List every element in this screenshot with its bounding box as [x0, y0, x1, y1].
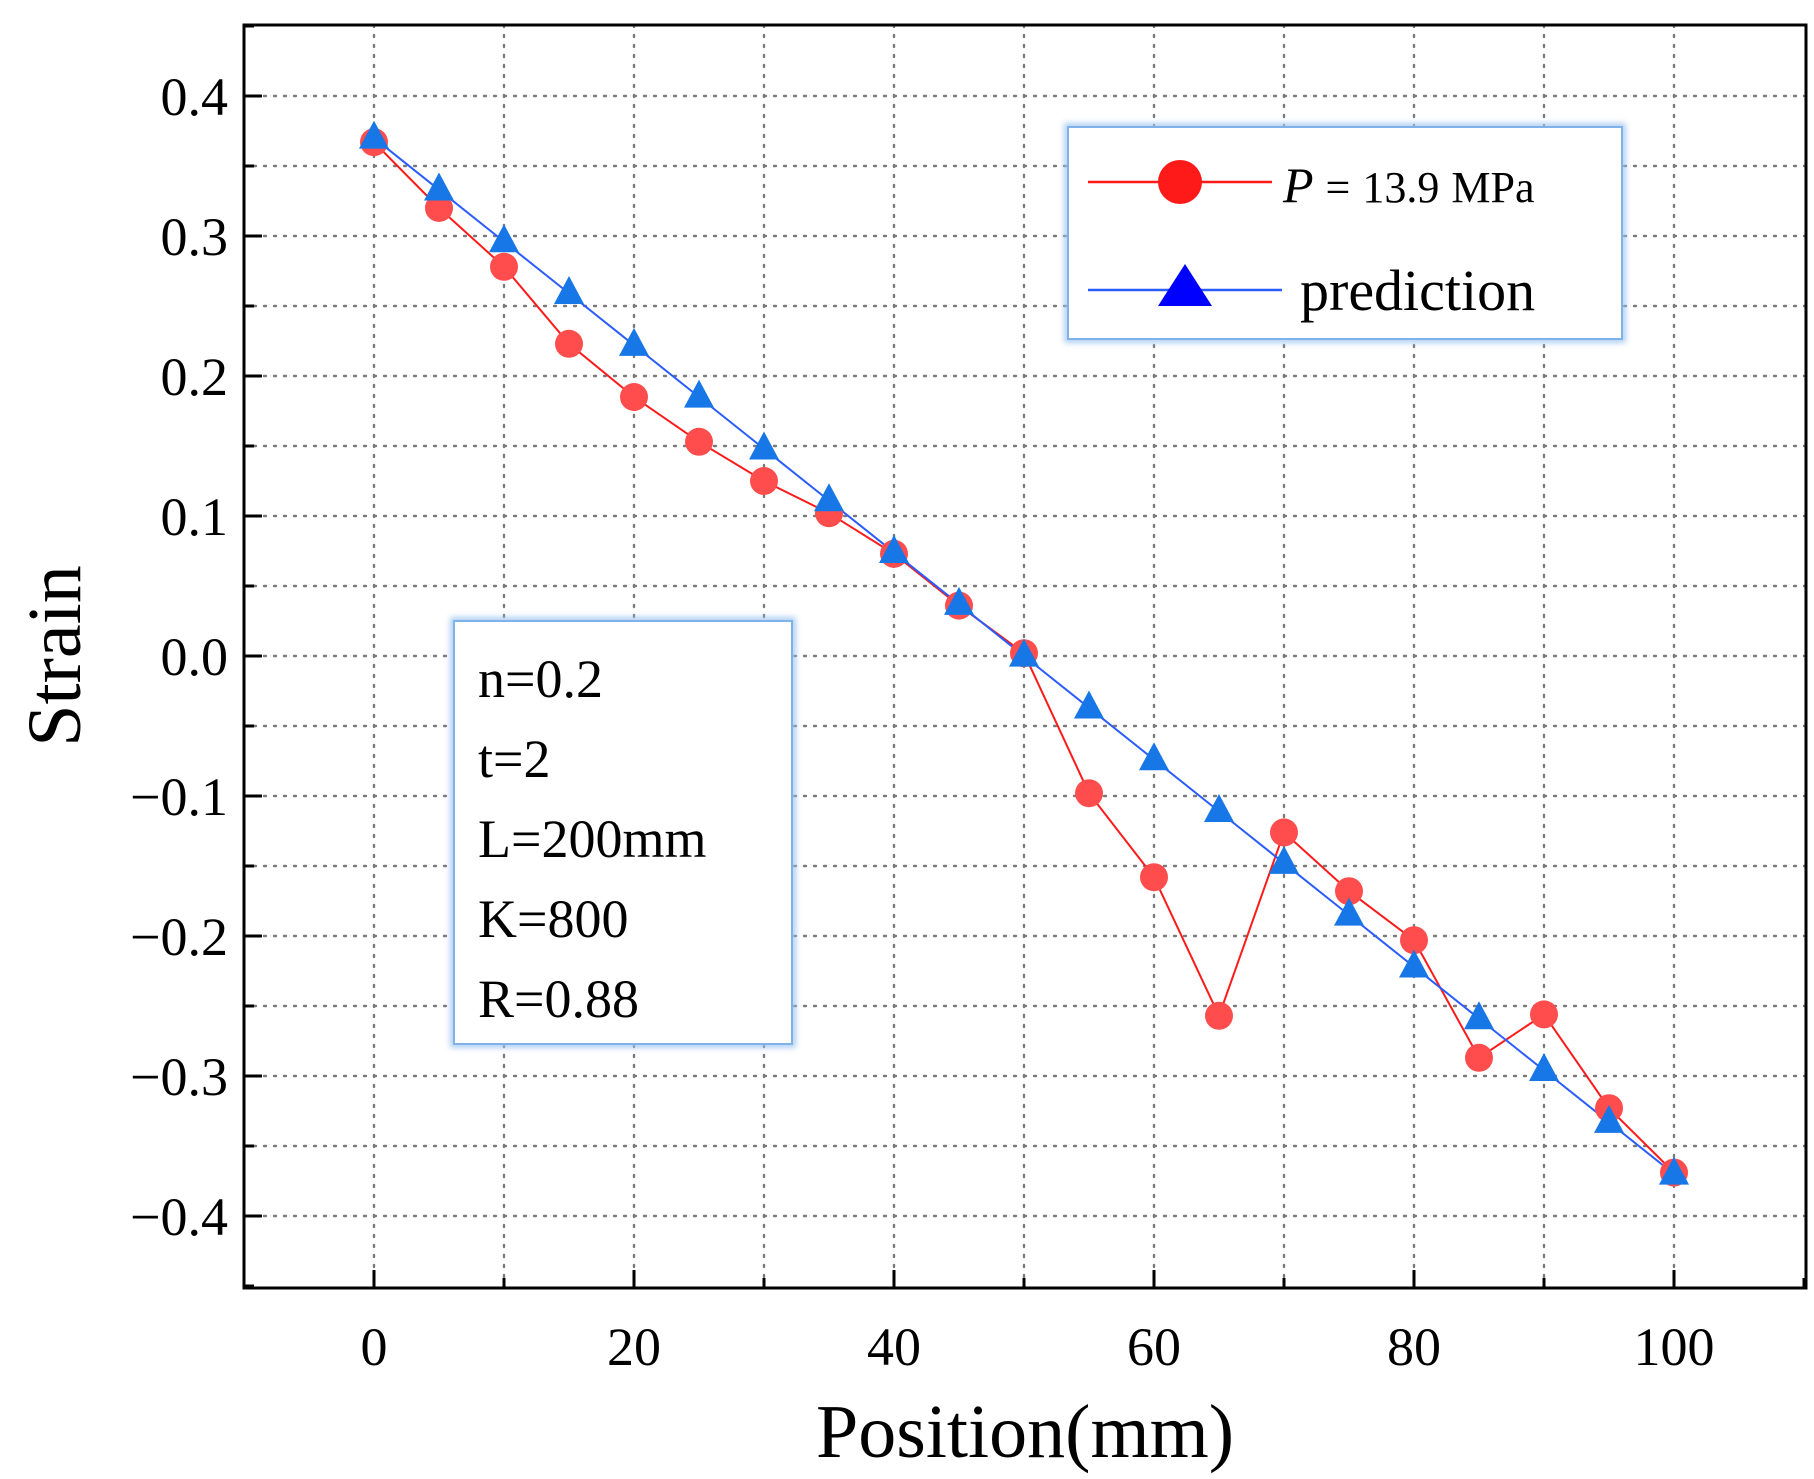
y-tick-label: 0.3	[161, 207, 229, 267]
prediction-point	[1399, 949, 1429, 978]
y-tick-label: −0.4	[130, 1187, 228, 1247]
param-k: K=800	[478, 889, 628, 949]
y-tick-label: −0.2	[130, 907, 228, 967]
prediction-point	[1594, 1104, 1624, 1133]
legend-label-measured: P = 13.9 MPa	[1282, 157, 1535, 213]
prediction-point	[619, 327, 649, 356]
prediction-point	[1529, 1053, 1559, 1082]
legend-marker-circle	[1158, 160, 1202, 204]
parameter-box: n=0.2 t=2 L=200mm K=800 R=0.88	[450, 617, 796, 1048]
prediction-point	[1464, 1001, 1494, 1030]
y-tick-label: −0.3	[130, 1047, 228, 1107]
measured-point	[1205, 1001, 1233, 1030]
measured-point	[555, 329, 583, 358]
y-tick-labels: 0.4 0.3 0.2 0.1 0.0 −0.1 −0.2 −0.3 −0.4	[130, 67, 228, 1247]
prediction-point	[1009, 638, 1039, 667]
prediction-point	[1074, 690, 1104, 719]
measured-point	[490, 252, 518, 281]
prediction-point	[1334, 897, 1364, 926]
measured-point	[1465, 1043, 1493, 1072]
prediction-point	[1204, 794, 1234, 823]
prediction-point	[814, 483, 844, 512]
prediction-point	[879, 535, 909, 564]
legend-marker-triangle	[1158, 264, 1212, 306]
prediction-point	[554, 276, 584, 305]
axis-ticks	[242, 24, 1806, 1288]
prediction-point	[1139, 742, 1169, 771]
legend: P = 13.9 MPa prediction	[1064, 123, 1626, 343]
measured-point	[1270, 818, 1298, 847]
y-tick-label: 0.0	[161, 627, 229, 687]
x-tick-label: 60	[1127, 1317, 1181, 1377]
prediction-point	[489, 224, 519, 253]
x-tick-label: 0	[361, 1317, 388, 1377]
data-series	[359, 120, 1689, 1187]
x-tick-label: 20	[607, 1317, 661, 1377]
measured-point	[1335, 877, 1363, 906]
parameter-box-frame	[453, 620, 793, 1045]
legend-label-prediction: prediction	[1300, 258, 1535, 323]
measured-point	[1530, 1000, 1558, 1029]
param-n: n=0.2	[478, 649, 603, 709]
measured-point	[1075, 779, 1103, 808]
y-tick-label: −0.1	[130, 767, 228, 827]
x-tick-label: 80	[1387, 1317, 1441, 1377]
x-tick-label: 100	[1634, 1317, 1715, 1377]
prediction-point	[944, 586, 974, 615]
x-axis-title: Position(mm)	[816, 1390, 1234, 1474]
measured-point	[750, 467, 778, 495]
prediction-point	[1269, 845, 1299, 874]
x-tick-labels: 0 20 40 60 80 100	[361, 1317, 1715, 1377]
measured-point	[1140, 863, 1168, 892]
prediction-point	[749, 431, 779, 460]
y-tick-label: 0.4	[161, 67, 229, 127]
prediction-point	[424, 172, 454, 201]
param-r: R=0.88	[478, 969, 639, 1029]
prediction-point	[359, 120, 389, 149]
param-t: t=2	[478, 729, 550, 789]
prediction-point	[1659, 1156, 1689, 1185]
prediction-point	[684, 379, 714, 408]
x-tick-label: 40	[867, 1317, 921, 1377]
measured-point	[425, 194, 453, 222]
measured-point	[1400, 926, 1428, 955]
y-tick-label: 0.1	[161, 487, 229, 547]
param-l: L=200mm	[478, 809, 706, 869]
measured-point	[620, 383, 648, 411]
y-tick-label: 0.2	[161, 347, 229, 407]
y-axis-title: Strain	[13, 565, 97, 747]
prediction-markers	[359, 120, 1689, 1185]
measured-point	[685, 427, 713, 456]
